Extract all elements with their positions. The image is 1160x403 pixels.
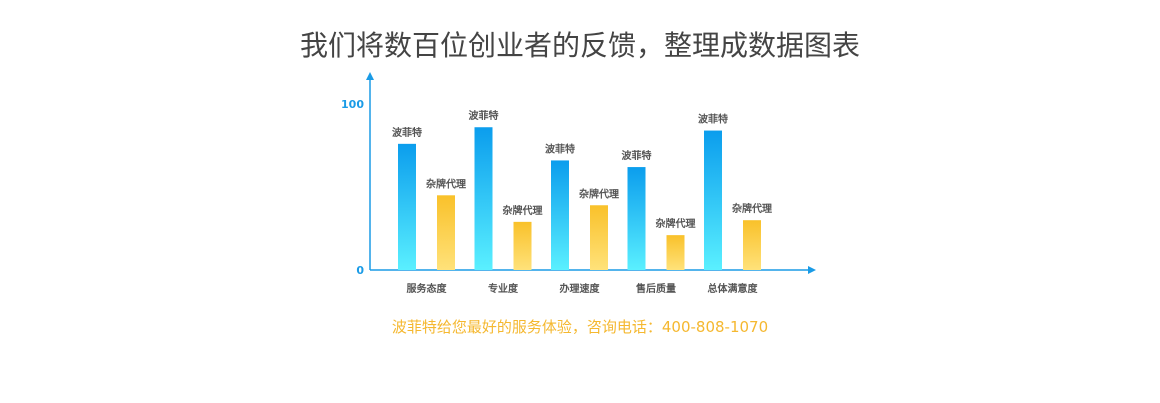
x-tick-label: 专业度	[488, 282, 519, 295]
bar	[513, 221, 532, 270]
y-tick-label: 0	[356, 264, 364, 277]
data-label: 杂牌代理	[732, 202, 772, 215]
x-tick-label: 办理速度	[560, 282, 601, 295]
data-label: 波菲特	[622, 149, 652, 162]
data-label: 杂牌代理	[579, 187, 619, 200]
contact-footer: 波菲特给您最好的服务体验，咨询电话：400-808-1070	[391, 318, 769, 336]
x-tick-label: 售后质量	[636, 282, 676, 295]
x-tick-label: 服务态度	[407, 282, 448, 295]
bar	[627, 167, 646, 270]
y-axis-arrow-icon	[366, 72, 374, 80]
data-label: 波菲特	[698, 113, 728, 126]
data-label: 波菲特	[392, 126, 422, 139]
bar	[474, 127, 493, 270]
data-label: 波菲特	[545, 142, 575, 155]
x-tick-label: 总体满意度	[708, 282, 759, 295]
data-label: 杂牌代理	[426, 177, 466, 190]
x-axis-arrow-icon	[808, 266, 816, 274]
data-label: 杂牌代理	[656, 217, 696, 230]
bar	[743, 220, 761, 270]
y-tick-label: 100	[341, 98, 364, 111]
bar	[398, 143, 416, 270]
bar	[551, 160, 569, 270]
bar	[437, 195, 455, 270]
bar	[590, 205, 608, 270]
bar	[666, 235, 685, 270]
data-label: 波菲特	[469, 109, 499, 122]
data-label: 杂牌代理	[503, 204, 543, 217]
bar	[704, 130, 722, 270]
page-title: 我们将数百位创业者的反馈，整理成数据图表	[299, 29, 860, 62]
